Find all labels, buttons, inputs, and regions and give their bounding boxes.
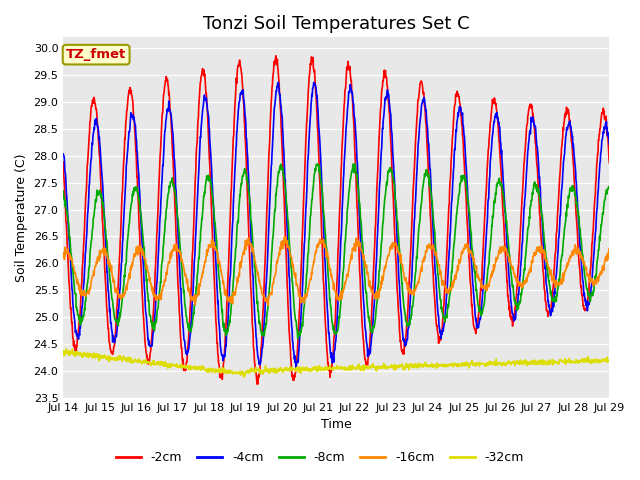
X-axis label: Time: Time — [321, 419, 352, 432]
Y-axis label: Soil Temperature (C): Soil Temperature (C) — [15, 154, 28, 282]
Text: TZ_fmet: TZ_fmet — [66, 48, 126, 61]
Legend: -2cm, -4cm, -8cm, -16cm, -32cm: -2cm, -4cm, -8cm, -16cm, -32cm — [111, 446, 529, 469]
Title: Tonzi Soil Temperatures Set C: Tonzi Soil Temperatures Set C — [203, 15, 470, 33]
